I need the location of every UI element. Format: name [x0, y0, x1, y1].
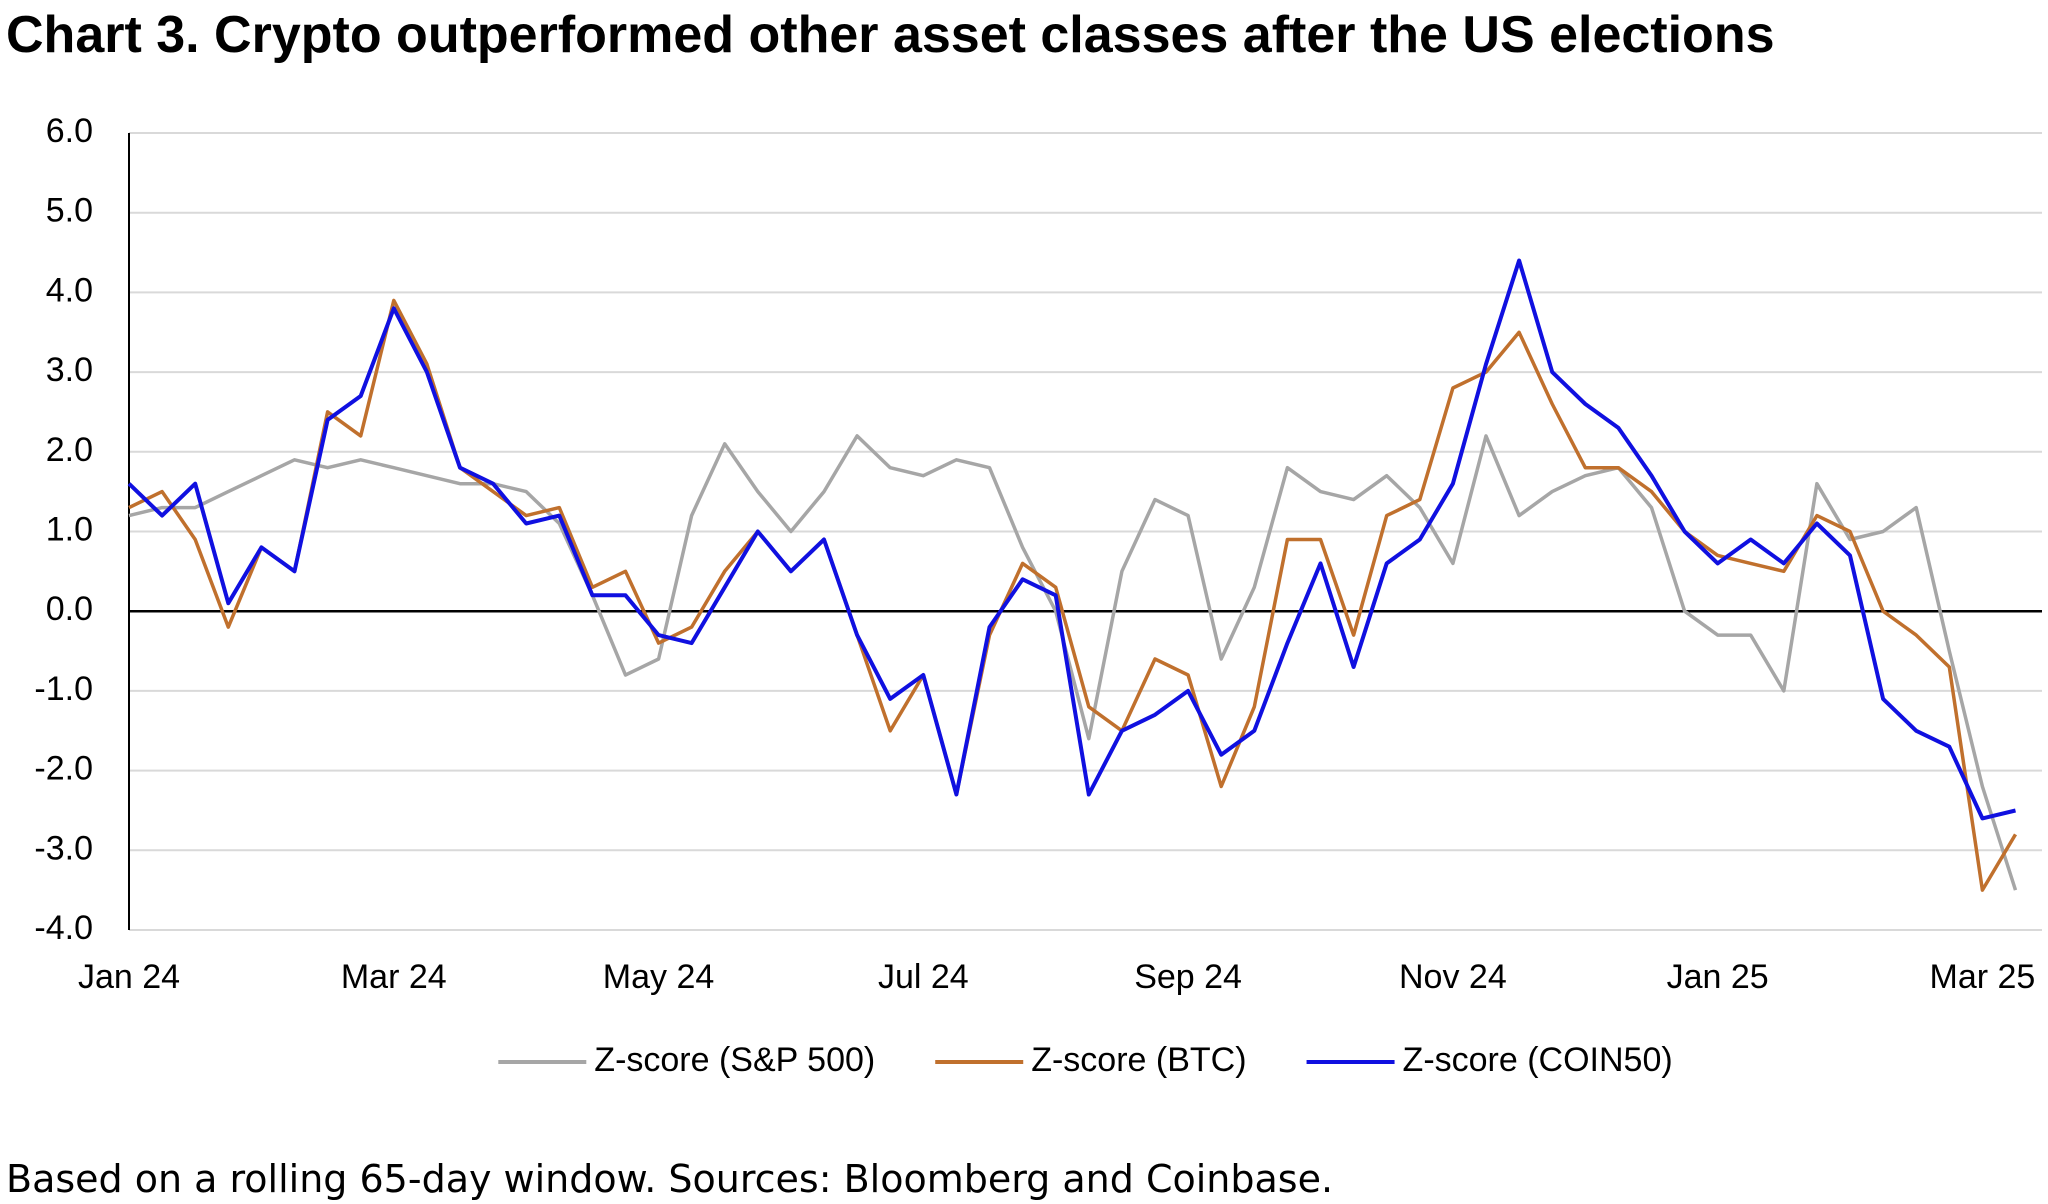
legend-label: Z-score (BTC) — [1031, 1041, 1246, 1079]
y-tick-label: 0.0 — [46, 590, 93, 628]
y-tick-label: 6.0 — [46, 112, 93, 150]
chart-title: Chart 3. Crypto outperformed other asset… — [6, 6, 1775, 64]
data-line — [128, 298, 2018, 892]
legend-label: Z-score (S&P 500) — [594, 1041, 875, 1079]
x-tick-label: May 24 — [603, 958, 715, 996]
y-tick-label: 4.0 — [46, 271, 93, 309]
y-tick-label: 2.0 — [46, 431, 93, 469]
y-tick-label: 5.0 — [46, 192, 93, 230]
y-tick-label: -1.0 — [34, 670, 93, 708]
y-tick-label: -3.0 — [34, 829, 93, 867]
x-tick-label: Jan 24 — [78, 958, 180, 996]
footnote: Based on a rolling 65-day window. Source… — [6, 1157, 1333, 1201]
x-tick-label: Jan 25 — [1667, 958, 1769, 996]
y-tick-label: 3.0 — [46, 351, 93, 389]
x-tick-label: Mar 24 — [341, 958, 447, 996]
y-tick-label: 1.0 — [46, 510, 93, 548]
x-tick-label: Mar 25 — [1930, 958, 2036, 996]
data-line — [127, 258, 2016, 821]
y-tick-label: -2.0 — [34, 750, 93, 788]
data-line — [128, 434, 2018, 891]
x-tick-label: Jul 24 — [878, 958, 969, 996]
x-tick-label: Sep 24 — [1134, 958, 1242, 996]
y-tick-label: -4.0 — [34, 909, 93, 947]
legend-label: Z-score (COIN50) — [1403, 1041, 1673, 1079]
x-tick-label: Nov 24 — [1399, 958, 1507, 996]
